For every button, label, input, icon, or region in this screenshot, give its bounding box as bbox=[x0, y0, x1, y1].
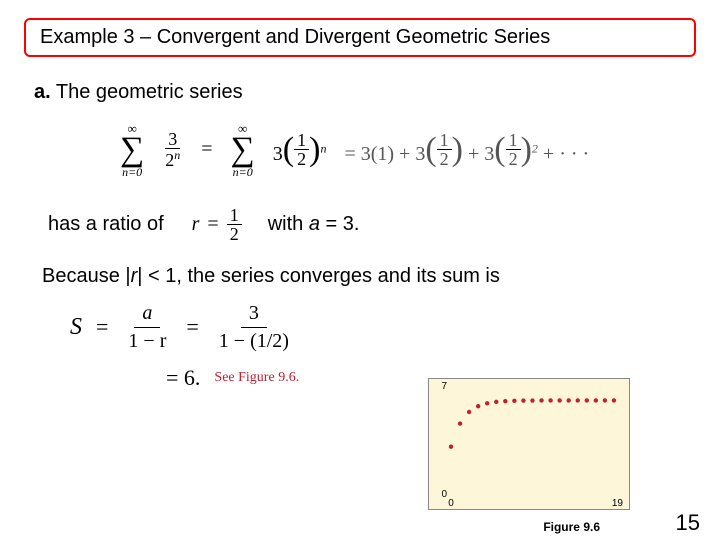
has-ratio-text: has a ratio of bbox=[48, 213, 164, 236]
S-var: S bbox=[70, 314, 82, 341]
frac-num: 3 bbox=[165, 130, 180, 149]
svg-text:0: 0 bbox=[441, 489, 447, 500]
sigma-1: ∞ ∑ n=0 bbox=[120, 122, 144, 178]
svg-text:7: 7 bbox=[441, 381, 447, 392]
eq-S2: = bbox=[186, 314, 198, 340]
equals-six: = 6. bbox=[166, 365, 200, 391]
sum-bot: n=0 bbox=[122, 166, 142, 178]
half-frac: 1 2 bbox=[227, 206, 242, 243]
section-a: a. The geometric series bbox=[34, 81, 720, 104]
sum2-bot: n=0 bbox=[233, 166, 253, 178]
title-text: Example 3 – Convergent and Divergent Geo… bbox=[40, 26, 550, 48]
sigma-2: ∞ ∑ n=0 bbox=[231, 122, 255, 178]
eq-r: = bbox=[207, 213, 218, 236]
expansion: = 3(1) + 3(12) + 3(12)2 + · · · bbox=[344, 131, 589, 168]
converge-line: Because |r| < 1, the series converges an… bbox=[42, 265, 720, 288]
with-a: with a = 3. bbox=[268, 213, 360, 236]
convergence-chart: 7 00 19 bbox=[428, 378, 630, 510]
sum2-sigma: ∑ bbox=[231, 135, 255, 166]
eq1: = bbox=[201, 138, 212, 161]
frac-3-over-2n: 3 2n bbox=[162, 130, 183, 169]
page-number: 15 bbox=[676, 510, 700, 536]
see-figure-ref: See Figure 9.6. bbox=[214, 370, 299, 386]
3-over-half: 3 1 − (1/2) bbox=[213, 300, 295, 355]
svg-text:0: 0 bbox=[448, 498, 454, 509]
three-half-n: 3(12)n bbox=[273, 131, 327, 168]
frac-den: 2n bbox=[162, 149, 183, 169]
ratio-line: has a ratio of r = 1 2 with a = 3. bbox=[48, 206, 720, 243]
figure-caption: Figure 9.6 bbox=[543, 520, 600, 534]
geometric-series-equation: ∞ ∑ n=0 3 2n = ∞ ∑ n=0 3(12)n = 3(1) + 3… bbox=[120, 122, 720, 178]
r-var: r bbox=[192, 213, 200, 236]
sum-sigma: ∑ bbox=[120, 135, 144, 166]
line-a-text: The geometric series bbox=[51, 81, 243, 103]
chart-svg: 7 00 19 bbox=[429, 379, 629, 509]
item-a-label: a. bbox=[34, 81, 51, 103]
eq-S: = bbox=[96, 314, 108, 340]
svg-text:19: 19 bbox=[612, 498, 624, 509]
a-over-1-r: a 1 − r bbox=[122, 300, 172, 355]
sum-equation: S = a 1 − r = 3 1 − (1/2) bbox=[70, 300, 720, 355]
title-box: Example 3 – Convergent and Divergent Geo… bbox=[24, 18, 696, 57]
